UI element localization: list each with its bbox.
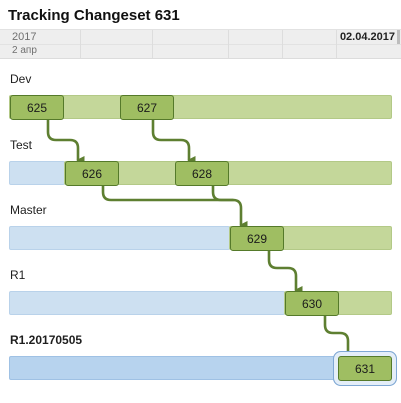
lane-bar-master: [9, 226, 392, 250]
merge-arrow-627-628: [151, 118, 196, 164]
merge-arrow-629-630: [267, 249, 303, 294]
timeline-day: 2 апр: [12, 45, 37, 56]
lane-bar-r1-20170505: [9, 356, 392, 380]
timeline-row-divider: [0, 44, 401, 45]
timeline-scroll-marker: [397, 30, 400, 44]
lane-label-master: Master: [10, 203, 47, 217]
merge-arrow-630-631: [323, 314, 355, 359]
timeline-gridline: [228, 30, 229, 58]
changeset-631[interactable]: 631: [338, 356, 392, 381]
changeset-625[interactable]: 625: [10, 95, 64, 120]
timeline-gridline: [336, 30, 337, 58]
lane-bar-dev: [9, 95, 392, 119]
lane-segment-inactive: [9, 161, 65, 185]
timeline-header: 2017 2 апр 02.04.2017: [0, 29, 401, 59]
timeline-gridline: [152, 30, 153, 58]
lane-label-test: Test: [10, 138, 33, 152]
changeset-630[interactable]: 630: [285, 291, 339, 316]
changeset-627[interactable]: 627: [120, 95, 174, 120]
changeset-629[interactable]: 629: [230, 226, 284, 251]
changeset-628[interactable]: 628: [175, 161, 229, 186]
timeline-gridline: [80, 30, 81, 58]
changeset-626[interactable]: 626: [65, 161, 119, 186]
merge-arrow-625-626: [46, 118, 85, 164]
lane-segment-active: [9, 95, 392, 119]
timeline-gridline: [282, 30, 283, 58]
lane-segment-selected: [9, 356, 392, 380]
merge-arrow-626-629: [101, 183, 248, 229]
lane-segment-inactive: [9, 291, 285, 315]
lane-label-r1-20170505: R1.20170505: [10, 333, 83, 347]
lane-label-r1: R1: [10, 268, 26, 282]
timeline-year: 2017: [12, 31, 37, 43]
timeline-date: 02.04.2017: [339, 31, 395, 43]
page-title: Tracking Changeset 631: [8, 7, 180, 24]
lane-label-dev: Dev: [10, 72, 32, 86]
lane-segment-inactive: [9, 226, 230, 250]
merge-arrow-628-629: [211, 183, 235, 202]
